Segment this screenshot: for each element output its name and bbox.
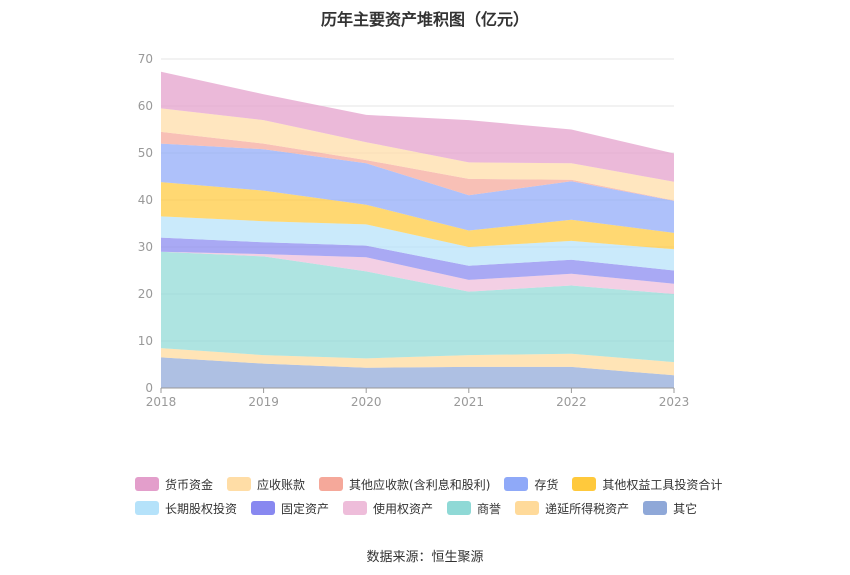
x-tick-label: 2023 xyxy=(659,395,690,409)
legend-swatch xyxy=(319,477,344,491)
legend-label: 递延所得税资产 xyxy=(545,501,630,516)
legend-item[interactable]: 货币资金 xyxy=(135,476,213,493)
legend-swatch xyxy=(227,477,252,491)
x-tick-label: 2021 xyxy=(454,395,485,409)
legend-swatch xyxy=(504,477,529,491)
legend: 货币资金 应收账款 其他应收款(含利息和股利) 存货 其他权益工具投资合计长期股权投资 固… xyxy=(135,472,755,520)
area-layer xyxy=(161,71,674,388)
y-tick-label: 20 xyxy=(138,287,153,301)
y-tick-label: 30 xyxy=(138,240,153,254)
y-tick-label: 40 xyxy=(138,193,153,207)
legend-item[interactable]: 固定资产 xyxy=(251,500,329,517)
legend-swatch xyxy=(135,477,159,491)
y-tick-label: 60 xyxy=(138,99,153,113)
legend-label: 存货 xyxy=(534,477,559,492)
legend-item[interactable]: 存货 xyxy=(504,476,558,493)
legend-label: 商誉 xyxy=(477,501,502,516)
y-tick-label: 70 xyxy=(138,52,153,66)
x-tick-label: 2019 xyxy=(248,395,279,409)
legend-item[interactable]: 其他权益工具投资合计 xyxy=(572,476,722,493)
legend-item[interactable]: 长期股权投资 xyxy=(135,500,237,517)
chart-title: 历年主要资产堆积图（亿元） xyxy=(320,10,529,29)
x-tick-label: 2022 xyxy=(556,395,587,409)
legend-swatch xyxy=(447,501,472,515)
legend-item[interactable]: 应收账款 xyxy=(227,476,305,493)
stacked-area-chart: 0 10 20 30 40 50 60 70 2018 2019 2020 2021 2022 2023 xyxy=(138,52,690,409)
area-series-7[interactable] xyxy=(161,143,674,233)
x-tick-label: 2020 xyxy=(351,395,382,409)
legend-row: 长期股权投资 固定资产 使用权资产 商誉 递延所得税资产 其它 xyxy=(135,496,755,520)
legend-label: 固定资产 xyxy=(281,501,330,516)
area-series-4[interactable] xyxy=(161,237,674,284)
legend-label: 其他权益工具投资合计 xyxy=(602,477,723,492)
legend-label: 货币资金 xyxy=(165,477,214,492)
legend-label: 其它 xyxy=(673,501,698,516)
y-tick-label: 10 xyxy=(138,334,153,348)
y-tick-label: 50 xyxy=(138,146,153,160)
data-source-note: 数据来源：恒生聚源 xyxy=(366,550,484,565)
legend-item[interactable]: 其他应收款(含利息和股利) xyxy=(319,476,490,493)
legend-item[interactable]: 递延所得税资产 xyxy=(515,500,629,517)
legend-label: 使用权资产 xyxy=(373,501,434,516)
legend-label: 长期股权投资 xyxy=(165,501,238,516)
legend-swatch xyxy=(515,501,540,515)
legend-label: 应收账款 xyxy=(257,477,306,492)
legend-swatch xyxy=(643,501,668,515)
axis-layer: 0 10 20 30 40 50 60 70 2018 2019 2020 2021 2022 2023 xyxy=(138,52,690,409)
area-series-6[interactable] xyxy=(161,182,674,250)
area-series-1[interactable] xyxy=(161,348,674,376)
area-series-5[interactable] xyxy=(161,216,674,271)
area-series-2[interactable] xyxy=(161,251,674,363)
legend-item[interactable]: 其它 xyxy=(643,500,697,517)
area-series-10[interactable] xyxy=(161,71,674,182)
area-series-0[interactable] xyxy=(161,357,674,388)
y-tick-label: 0 xyxy=(145,381,153,395)
legend-item[interactable]: 商誉 xyxy=(447,500,501,517)
area-series-8[interactable] xyxy=(161,131,674,201)
legend-row: 货币资金 应收账款 其他应收款(含利息和股利) 存货 其他权益工具投资合计 xyxy=(135,472,755,496)
area-series-3[interactable] xyxy=(161,251,674,294)
legend-swatch xyxy=(572,477,597,491)
legend-swatch xyxy=(135,501,159,515)
legend-swatch xyxy=(343,501,368,515)
x-tick-label: 2018 xyxy=(146,395,177,409)
legend-item[interactable]: 使用权资产 xyxy=(343,500,433,517)
legend-label: 其他应收款(含利息和股利) xyxy=(349,477,491,492)
area-series-9[interactable] xyxy=(161,108,674,201)
legend-swatch xyxy=(251,501,276,515)
